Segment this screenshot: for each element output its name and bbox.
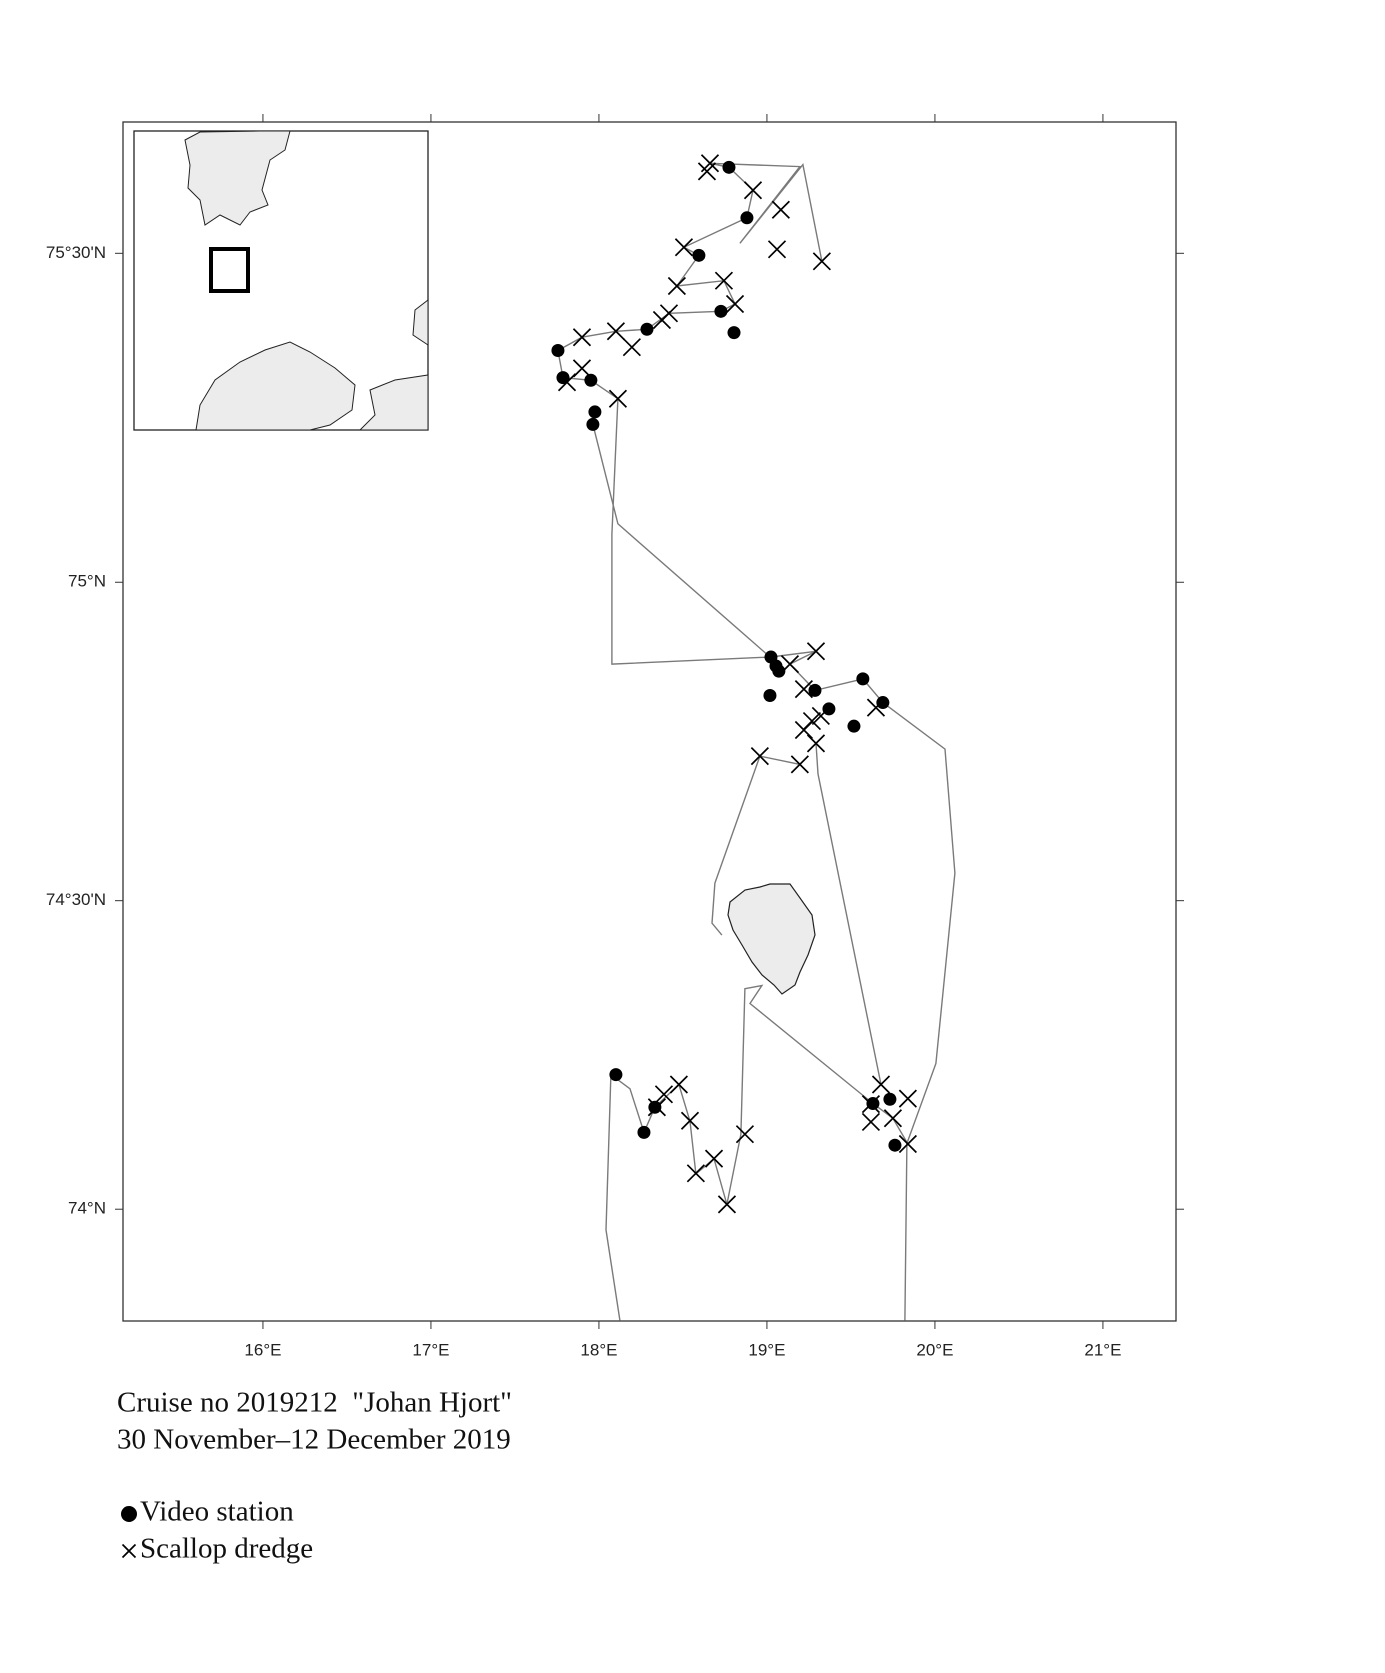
video-station bbox=[588, 405, 602, 419]
scallop-dredge bbox=[866, 698, 886, 717]
x-tick-label: 20°E bbox=[916, 1340, 953, 1359]
caption-line: Cruise no 2019212 "Johan Hjort" bbox=[117, 1387, 512, 1419]
scallop-dredge bbox=[667, 276, 686, 296]
scallop-dredge bbox=[622, 338, 641, 357]
scallop-dredge bbox=[725, 294, 745, 314]
bear-island bbox=[727, 883, 816, 995]
video-station bbox=[772, 664, 786, 678]
caption-line: 30 November–12 December 2019 bbox=[117, 1424, 511, 1456]
scallop-dredge bbox=[654, 1085, 674, 1104]
x-tick-label: 18°E bbox=[580, 1340, 617, 1359]
video-station bbox=[866, 1097, 880, 1111]
scallop-dredge bbox=[647, 1098, 666, 1117]
y-tick-label: 74°N bbox=[68, 1199, 106, 1218]
scallop-dredge bbox=[735, 1125, 755, 1144]
x-tick-label: 21°E bbox=[1084, 1340, 1121, 1359]
legend-symbol bbox=[121, 1543, 137, 1559]
scallop-dredge bbox=[806, 642, 826, 661]
x-tick-label: 16°E bbox=[244, 1340, 281, 1359]
legend-label: Video station bbox=[140, 1496, 294, 1528]
video-station bbox=[551, 343, 565, 357]
scallop-dredge bbox=[790, 755, 809, 774]
scallop-dredge bbox=[704, 1149, 724, 1168]
scallop-dredge bbox=[794, 720, 813, 740]
scallop-dredge bbox=[812, 252, 831, 271]
scallop-dredge bbox=[794, 680, 813, 699]
video-station bbox=[640, 322, 654, 336]
scallop-dredge bbox=[871, 1075, 891, 1094]
scallop-dredge bbox=[861, 1095, 881, 1114]
scallop-dredge bbox=[557, 373, 577, 392]
video-station bbox=[856, 672, 870, 686]
scallop-dredge bbox=[686, 1164, 705, 1183]
legend-symbol bbox=[121, 1506, 137, 1522]
video-station bbox=[714, 304, 728, 318]
scallop-dredge bbox=[714, 271, 734, 290]
novaya-zemlya bbox=[412, 298, 429, 346]
y-tick-label: 75°30'N bbox=[46, 243, 106, 262]
scallop-dredge bbox=[750, 747, 769, 766]
video-station bbox=[763, 689, 777, 703]
scallop-dredge bbox=[608, 389, 628, 408]
video-station bbox=[847, 719, 861, 733]
y-tick-label: 75°N bbox=[68, 572, 106, 591]
scallop-dredge bbox=[743, 181, 763, 200]
video-station bbox=[648, 1100, 662, 1114]
scallop-dredge bbox=[861, 1112, 881, 1132]
scallop-dredge bbox=[767, 240, 787, 259]
scallop-dredge bbox=[697, 162, 717, 181]
video-station bbox=[883, 1092, 897, 1106]
scallop-dredge bbox=[883, 1109, 903, 1128]
video-station bbox=[637, 1125, 651, 1139]
scallop-dredge bbox=[717, 1195, 737, 1214]
scallop-dredge bbox=[811, 706, 830, 726]
video-station bbox=[740, 211, 754, 225]
video-station bbox=[692, 248, 706, 262]
video-station bbox=[586, 417, 600, 431]
scallop-dredge bbox=[674, 238, 694, 257]
scallop-dredge bbox=[898, 1089, 917, 1108]
legend-label: Scallop dredge bbox=[140, 1533, 313, 1565]
x-tick-label: 17°E bbox=[412, 1340, 449, 1359]
scallop-dredge bbox=[771, 200, 790, 219]
scallop-dredge bbox=[669, 1075, 689, 1094]
scallop-dredge bbox=[898, 1134, 917, 1154]
video-station bbox=[722, 160, 736, 174]
video-station bbox=[888, 1138, 902, 1152]
scallop-dredge bbox=[652, 310, 672, 330]
y-tick-label: 74°30'N bbox=[46, 890, 106, 909]
video-station bbox=[876, 696, 890, 710]
scallop-dredge bbox=[680, 1111, 700, 1130]
scallop-dredge bbox=[572, 359, 592, 378]
video-station bbox=[808, 683, 822, 697]
x-tick-label: 19°E bbox=[748, 1340, 785, 1359]
kola bbox=[358, 374, 429, 431]
scallop-dredge bbox=[780, 655, 800, 674]
video-station bbox=[584, 373, 598, 387]
inset-locator bbox=[209, 247, 250, 293]
inset-map bbox=[133, 130, 429, 431]
scallop-dredge bbox=[572, 328, 592, 347]
svalbard bbox=[184, 130, 291, 226]
video-station bbox=[727, 326, 741, 340]
scallop-dredge bbox=[806, 734, 826, 753]
scallop-dredge bbox=[606, 322, 626, 341]
norway bbox=[195, 341, 356, 431]
island bbox=[727, 883, 816, 995]
video-station bbox=[609, 1068, 623, 1082]
